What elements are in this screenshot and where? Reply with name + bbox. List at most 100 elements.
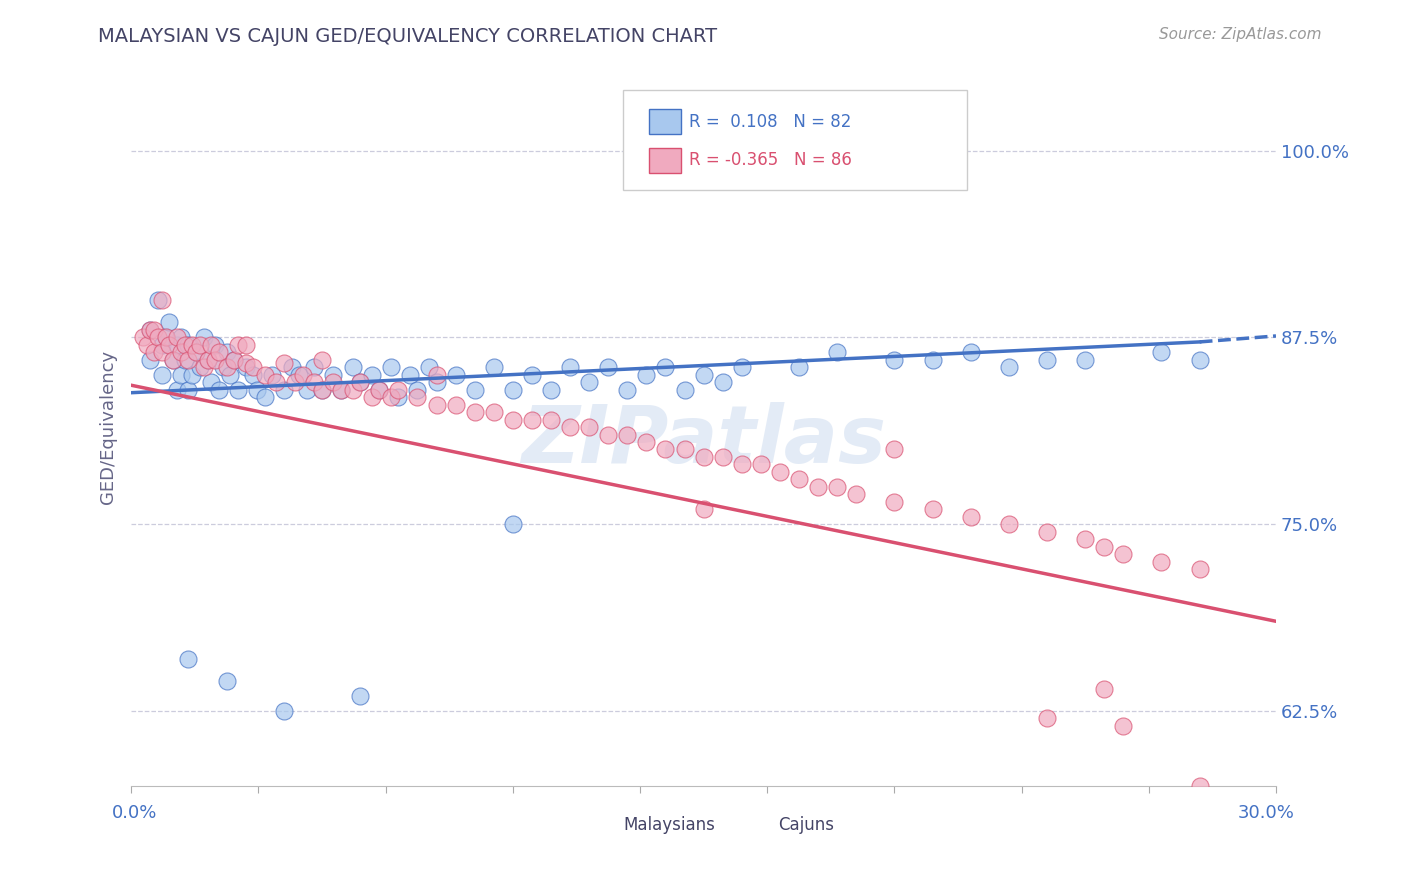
Point	[749, 458, 772, 472]
Point	[139, 352, 162, 367]
Point	[578, 420, 600, 434]
Point	[654, 442, 676, 457]
Point	[398, 368, 420, 382]
Text: 0.0%: 0.0%	[112, 804, 157, 822]
Point	[304, 376, 326, 390]
Point	[273, 383, 295, 397]
Point	[845, 487, 868, 501]
Point	[264, 376, 287, 390]
Point	[444, 368, 467, 382]
Point	[150, 293, 173, 307]
Point	[253, 390, 276, 404]
Point	[692, 502, 714, 516]
Point	[418, 360, 440, 375]
Point	[200, 376, 222, 390]
Point	[673, 383, 696, 397]
Point	[200, 338, 222, 352]
Point	[150, 338, 173, 352]
Point	[204, 338, 226, 352]
Point	[520, 368, 543, 382]
Point	[921, 502, 943, 516]
Point	[1188, 562, 1211, 576]
Point	[157, 316, 180, 330]
Point	[184, 345, 207, 359]
Point	[150, 368, 173, 382]
Point	[425, 376, 447, 390]
Point	[692, 368, 714, 382]
Point	[235, 338, 257, 352]
Point	[146, 293, 169, 307]
Text: 30.0%: 30.0%	[1239, 804, 1295, 822]
Point	[311, 352, 333, 367]
Point	[208, 383, 231, 397]
Point	[998, 517, 1021, 532]
Point	[558, 420, 581, 434]
Point	[1036, 352, 1059, 367]
Point	[883, 442, 905, 457]
Point	[464, 405, 486, 419]
Point	[246, 383, 269, 397]
Point	[558, 360, 581, 375]
Point	[177, 352, 200, 367]
Point	[170, 368, 193, 382]
Point	[1150, 345, 1173, 359]
Point	[226, 338, 249, 352]
Point	[349, 376, 371, 390]
Point	[380, 390, 402, 404]
Point	[181, 338, 204, 352]
Point	[1188, 779, 1211, 793]
Point	[177, 383, 200, 397]
Point	[295, 383, 318, 397]
Text: Malaysians: Malaysians	[623, 816, 716, 834]
Point	[387, 383, 409, 397]
Point	[731, 458, 754, 472]
Point	[636, 368, 658, 382]
Point	[208, 345, 231, 359]
FancyBboxPatch shape	[623, 90, 967, 190]
Text: Cajuns: Cajuns	[778, 816, 834, 834]
Point	[1112, 719, 1135, 733]
Text: Source: ZipAtlas.com: Source: ZipAtlas.com	[1159, 27, 1322, 42]
Point	[349, 376, 371, 390]
Point	[262, 368, 284, 382]
Point	[280, 360, 302, 375]
Y-axis label: GED/Equivalency: GED/Equivalency	[100, 350, 117, 504]
Point	[166, 330, 188, 344]
Point	[380, 360, 402, 375]
Point	[166, 383, 188, 397]
Point	[242, 360, 264, 375]
Point	[197, 352, 219, 367]
Point	[342, 360, 364, 375]
Point	[731, 360, 754, 375]
Point	[825, 480, 848, 494]
Text: ZIPatlas: ZIPatlas	[522, 402, 886, 481]
Point	[253, 368, 276, 382]
FancyBboxPatch shape	[744, 814, 769, 836]
Point	[482, 360, 505, 375]
Point	[578, 376, 600, 390]
Point	[921, 352, 943, 367]
Point	[304, 360, 326, 375]
Point	[406, 390, 429, 404]
Point	[959, 345, 981, 359]
Point	[193, 330, 215, 344]
Point	[368, 383, 391, 397]
Point	[342, 383, 364, 397]
FancyBboxPatch shape	[589, 814, 614, 836]
Point	[769, 465, 792, 479]
Point	[235, 360, 257, 375]
Point	[155, 330, 177, 344]
Point	[157, 338, 180, 352]
Point	[349, 689, 371, 703]
Point	[284, 376, 307, 390]
Point	[825, 345, 848, 359]
Point	[150, 345, 173, 359]
Point	[170, 330, 193, 344]
Point	[162, 352, 184, 367]
Point	[143, 323, 166, 337]
Point	[482, 405, 505, 419]
Text: MALAYSIAN VS CAJUN GED/EQUIVALENCY CORRELATION CHART: MALAYSIAN VS CAJUN GED/EQUIVALENCY CORRE…	[98, 27, 717, 45]
Point	[322, 376, 344, 390]
Point	[330, 383, 353, 397]
Point	[787, 472, 810, 486]
